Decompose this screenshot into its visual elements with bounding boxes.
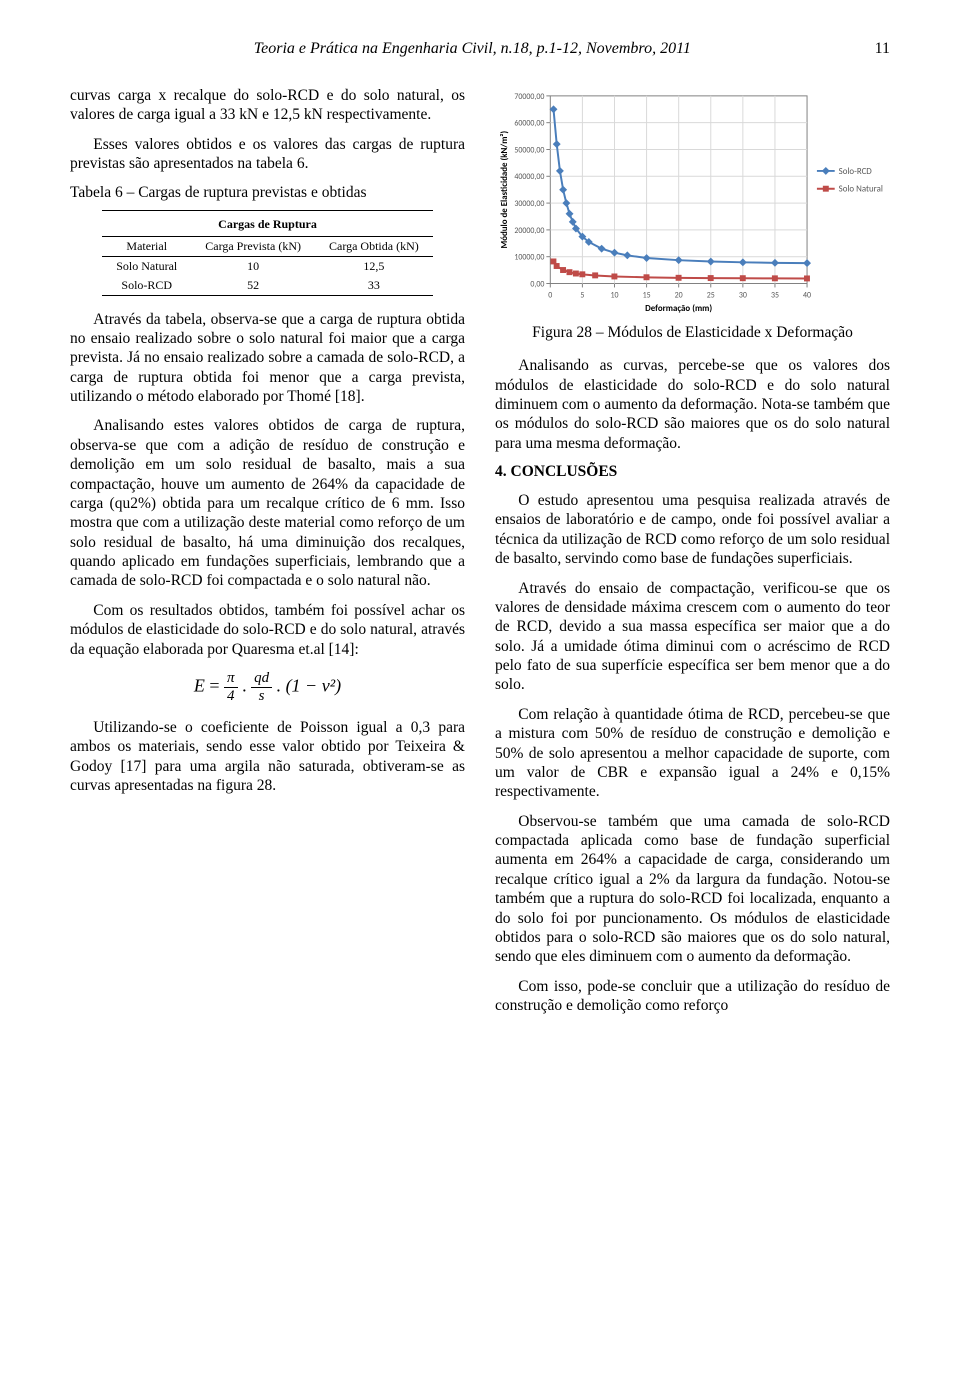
table-col-header: Material: [102, 236, 191, 256]
paragraph: Através do ensaio de compactação, verifi…: [495, 579, 890, 695]
two-column-layout: curvas carga x recalque do solo-RCD e do…: [70, 86, 890, 1025]
ruptura-table: Cargas de Ruptura Material Carga Previst…: [102, 210, 433, 296]
svg-text:60000,00: 60000,00: [514, 119, 544, 129]
formula-frac1-num: π: [224, 671, 238, 688]
paragraph: O estudo apresentou uma pesquisa realiza…: [495, 491, 890, 569]
table-cell: Solo Natural: [102, 256, 191, 276]
table-col-header: Carga Obtida (kN): [315, 236, 433, 256]
svg-text:0,00: 0,00: [530, 279, 544, 289]
paragraph: Analisando as curvas, percebe-se que os …: [495, 356, 890, 453]
svg-text:Solo Natural: Solo Natural: [839, 185, 883, 195]
formula: E = π 4 . qd s . (1 − ν²): [70, 671, 465, 704]
svg-text:40000,00: 40000,00: [514, 172, 544, 182]
svg-text:0: 0: [548, 290, 552, 300]
table-col-header: Carga Prevista (kN): [191, 236, 315, 256]
svg-text:20000,00: 20000,00: [514, 226, 544, 236]
paragraph: curvas carga x recalque do solo-RCD e do…: [70, 86, 465, 125]
svg-text:35: 35: [771, 290, 779, 300]
paragraph: Através da tabela, observa-se que a carg…: [70, 310, 465, 407]
table-cell: 10: [191, 256, 315, 276]
paragraph: Esses valores obtidos e os valores das c…: [70, 135, 465, 174]
table-group-header: Cargas de Ruptura: [102, 210, 433, 236]
svg-text:Deformação (mm): Deformação (mm): [645, 303, 712, 313]
svg-text:Solo-RCD: Solo-RCD: [839, 167, 873, 177]
elasticity-chart-svg: 0,00 10000,00 20000,00 30000,00 40000,00 5000…: [495, 86, 890, 313]
formula-frac2-num: qd: [251, 671, 272, 688]
svg-text:20: 20: [675, 290, 683, 300]
table-title: Tabela 6 – Cargas de ruptura previstas e…: [70, 184, 465, 202]
svg-text:15: 15: [643, 290, 651, 300]
table-cell: Solo-RCD: [102, 276, 191, 296]
page-header: Teoria e Prática na Engenharia Civil, n.…: [70, 40, 890, 58]
paragraph: Com relação à quantidade ótima de RCD, p…: [495, 705, 890, 802]
paragraph: Com os resultados obtidos, também foi po…: [70, 601, 465, 659]
svg-text:70000,00: 70000,00: [514, 92, 544, 102]
paragraph: Observou-se também que uma camada de sol…: [495, 812, 890, 967]
formula-frac1-den: 4: [224, 688, 238, 704]
svg-text:5: 5: [580, 290, 584, 300]
svg-text:30000,00: 30000,00: [514, 199, 544, 209]
left-column: curvas carga x recalque do solo-RCD e do…: [70, 86, 465, 1025]
formula-tail: . (1 − ν²): [277, 676, 342, 696]
paragraph: Utilizando-se o coeficiente de Poisson i…: [70, 718, 465, 796]
svg-text:50000,00: 50000,00: [514, 145, 544, 155]
right-column: 0,00 10000,00 20000,00 30000,00 40000,00 5000…: [495, 86, 890, 1025]
figure-caption: Figura 28 – Módulos de Elasticidade x De…: [495, 324, 890, 342]
formula-lhs: E: [194, 676, 205, 696]
page-number: 11: [875, 40, 890, 58]
elasticity-chart: 0,00 10000,00 20000,00 30000,00 40000,00 5000…: [495, 86, 890, 318]
paragraph: Analisando estes valores obtidos de carg…: [70, 416, 465, 590]
svg-text:10: 10: [610, 290, 618, 300]
svg-text:40: 40: [803, 290, 811, 300]
paragraph: Com isso, pode-se concluir que a utiliza…: [495, 977, 890, 1016]
journal-title: Teoria e Prática na Engenharia Civil, n.…: [254, 40, 691, 57]
svg-text:Módulo de Elasticidade (kN/m²): Módulo de Elasticidade (kN/m²): [499, 131, 510, 249]
section-header: 4. CONCLUSÕES: [495, 463, 890, 481]
table-cell: 33: [315, 276, 433, 296]
table-cell: 52: [191, 276, 315, 296]
formula-frac2-den: s: [251, 688, 272, 704]
svg-text:30: 30: [739, 290, 747, 300]
svg-text:10000,00: 10000,00: [514, 253, 544, 263]
table-cell: 12,5: [315, 256, 433, 276]
svg-text:25: 25: [707, 290, 715, 300]
